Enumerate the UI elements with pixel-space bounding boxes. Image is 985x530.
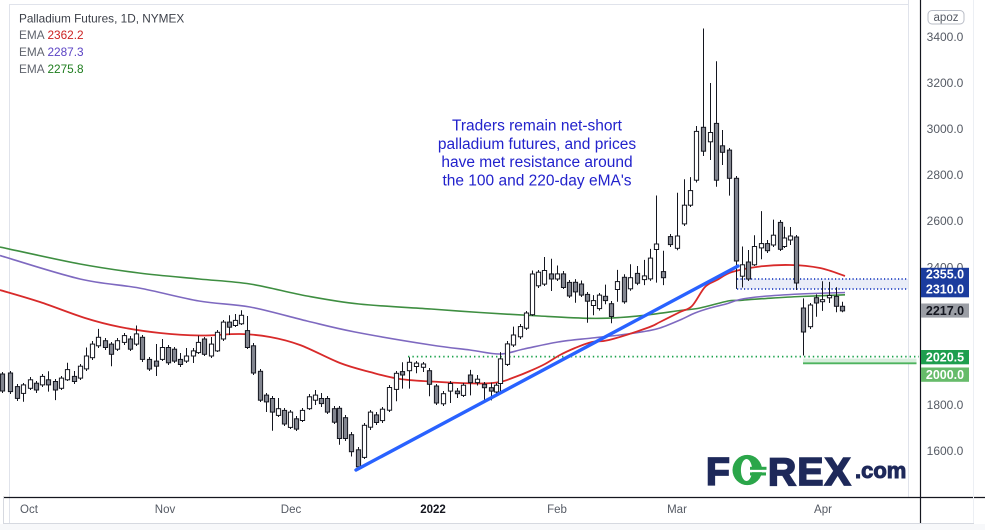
svg-text:.com: .com <box>855 458 906 483</box>
svg-text:Traders remain net-short: Traders remain net-short <box>452 118 623 135</box>
svg-text:3200.0: 3200.0 <box>927 76 964 90</box>
svg-text:apoz: apoz <box>934 12 959 24</box>
svg-text:3000.0: 3000.0 <box>927 122 964 136</box>
svg-text:2287.3: 2287.3 <box>48 45 85 59</box>
svg-text:2310.0: 2310.0 <box>926 282 964 296</box>
svg-text:2020.5: 2020.5 <box>926 350 964 364</box>
svg-text:palladium futures, and prices: palladium futures, and prices <box>438 136 636 153</box>
svg-text:EMA: EMA <box>19 62 45 76</box>
svg-text:REX: REX <box>768 451 852 494</box>
svg-text:2022: 2022 <box>420 504 446 516</box>
svg-text:Mar: Mar <box>667 504 687 516</box>
svg-text:Palladium Futures, 1D, NYMEX: Palladium Futures, 1D, NYMEX <box>19 12 184 26</box>
svg-text:1600.0: 1600.0 <box>927 444 964 458</box>
svg-text:2800.0: 2800.0 <box>927 168 964 182</box>
svg-text:2600.0: 2600.0 <box>927 214 964 228</box>
svg-text:F: F <box>706 451 730 494</box>
svg-text:Nov: Nov <box>155 504 176 516</box>
svg-text:2362.2: 2362.2 <box>48 28 84 42</box>
svg-text:2355.0: 2355.0 <box>926 268 964 282</box>
svg-text:EMA: EMA <box>19 28 45 42</box>
svg-text:have met resistance around: have met resistance around <box>441 154 632 171</box>
svg-text:3400.0: 3400.0 <box>927 30 964 44</box>
svg-text:2000.0: 2000.0 <box>926 368 964 382</box>
svg-text:Oct: Oct <box>20 504 39 516</box>
svg-text:Apr: Apr <box>814 504 832 516</box>
svg-text:2275.8: 2275.8 <box>48 62 85 76</box>
svg-text:1800.0: 1800.0 <box>927 398 964 412</box>
svg-text:the 100 and 220-day eMA's: the 100 and 220-day eMA's <box>442 172 631 189</box>
svg-text:EMA: EMA <box>19 45 45 59</box>
svg-text:Dec: Dec <box>281 504 302 516</box>
svg-text:2217.0: 2217.0 <box>926 304 964 318</box>
svg-text:Feb: Feb <box>547 504 567 516</box>
